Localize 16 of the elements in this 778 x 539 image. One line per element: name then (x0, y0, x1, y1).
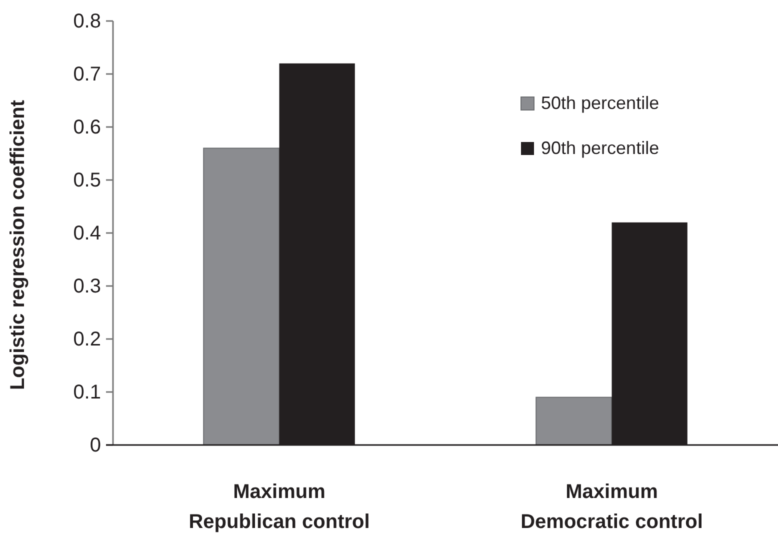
y-tick-label: 0.2 (73, 328, 101, 350)
y-tick-label: 0.1 (73, 381, 101, 404)
x-tick-label: Maximum Democratic control (520, 481, 703, 533)
y-tick-label: 0.3 (73, 275, 101, 298)
y-tick-label: 0 (90, 434, 101, 456)
legend-label: 90th percentile (541, 138, 660, 158)
y-tick-label: 0.4 (73, 222, 101, 244)
y-tick-label: 0.5 (73, 169, 101, 192)
y-tick-label: 0.6 (73, 116, 101, 138)
bar (203, 148, 280, 446)
x-tick-label: Maximum Republican control (188, 481, 370, 533)
y-axis-title: Logistic regression coefficient (7, 100, 29, 390)
y-tick-label: 0.8 (73, 10, 101, 32)
bar (536, 396, 612, 446)
legend-label: 50th percentile (541, 93, 660, 113)
y-tick-label: 0.7 (73, 63, 101, 86)
